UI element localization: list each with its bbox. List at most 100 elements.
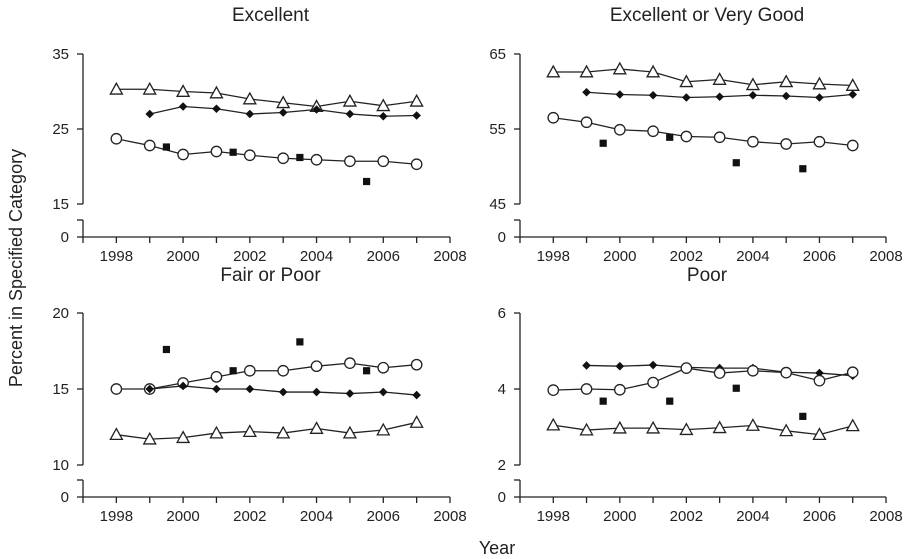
diamond-marker (781, 91, 791, 101)
circle-marker (846, 139, 859, 152)
diamond-marker (212, 104, 221, 114)
circle-marker (747, 135, 759, 148)
square-marker (229, 367, 237, 375)
data-series (109, 415, 424, 445)
triangle-marker (779, 423, 794, 437)
triangle-marker (376, 422, 391, 436)
series-line (553, 367, 853, 391)
triangle-marker (409, 415, 424, 428)
triangle-marker (276, 95, 291, 109)
diamond-marker (212, 384, 221, 394)
x-tick-label: 2006 (367, 508, 400, 525)
data-series (546, 61, 860, 91)
circle-marker (177, 148, 189, 161)
x-tick-label: 1998 (537, 508, 570, 525)
chart-panel: Excellent or Very Good 45 55 65 0 1998 2000 200… (489, 5, 902, 265)
data-series (110, 357, 423, 395)
chart-panel: Excellent 15 25 35 0 1998 2000 2002 2004 2006 2008 (52, 5, 466, 265)
diamond-marker (815, 93, 824, 102)
x-tick-label: 2000 (603, 508, 636, 525)
y-tick-label: 0 (61, 229, 69, 246)
panel-title: Excellent (232, 5, 310, 26)
triangle-marker (712, 420, 727, 434)
diamond-marker (312, 387, 321, 397)
triangle-marker (409, 93, 424, 107)
triangle-marker (645, 64, 661, 78)
triangle-marker (242, 424, 257, 438)
square-marker (799, 412, 807, 420)
circle-marker (780, 366, 793, 379)
circle-marker (344, 357, 356, 370)
circle-marker (680, 362, 693, 374)
circle-marker (277, 364, 290, 377)
y-tick-label: 35 (52, 46, 69, 63)
triangle-marker (712, 72, 727, 85)
circle-marker (747, 364, 759, 377)
circle-marker (613, 123, 626, 136)
diamond-marker (178, 102, 188, 111)
triangle-marker (679, 74, 694, 88)
diamond-marker (412, 390, 421, 400)
diamond-marker (582, 361, 591, 370)
triangle-marker (209, 85, 224, 99)
x-axis-label: Year (479, 538, 515, 558)
diamond-marker (715, 92, 724, 102)
square-marker (162, 345, 171, 354)
circle-marker (713, 367, 726, 379)
triangle-marker (612, 61, 627, 75)
circle-marker (647, 125, 659, 138)
triangle-marker (109, 81, 124, 95)
diamond-marker (312, 105, 321, 114)
circle-marker (143, 139, 156, 152)
x-tick-label: 2004 (736, 508, 769, 525)
series-line (553, 68, 853, 87)
data-series (110, 132, 423, 171)
circle-marker (310, 360, 323, 373)
x-tick-label: 1998 (537, 248, 570, 265)
x-tick-label: 2002 (670, 508, 703, 525)
data-series (546, 417, 860, 441)
data-series (547, 111, 859, 152)
square-marker (732, 159, 740, 167)
panel-title: Poor (687, 265, 728, 286)
y-tick-label: 0 (498, 489, 506, 506)
diamond-marker (278, 387, 288, 397)
circle-marker (547, 384, 560, 396)
circle-marker (580, 116, 593, 129)
triangle-marker (376, 98, 391, 112)
diamond-marker (648, 360, 658, 370)
data-series (145, 381, 421, 400)
diamond-marker (848, 90, 858, 99)
circle-marker (210, 145, 223, 158)
triangle-marker (812, 427, 827, 441)
triangle-marker (845, 418, 860, 432)
circle-marker (377, 155, 390, 168)
square-marker (799, 165, 807, 173)
diamond-marker (412, 111, 421, 120)
x-tick-label: 2006 (367, 248, 400, 265)
x-tick-label: 2002 (670, 248, 703, 265)
x-tick-label: 2004 (300, 508, 333, 525)
x-tick-label: 2006 (803, 508, 836, 525)
diamond-marker (145, 384, 155, 394)
triangle-marker (242, 91, 257, 105)
diamond-marker (245, 384, 255, 394)
x-tick-label: 2008 (433, 508, 466, 525)
data-series (599, 384, 807, 420)
diamond-marker (345, 109, 355, 119)
series-line (116, 88, 417, 108)
square-marker (732, 384, 740, 392)
y-tick-label: 0 (61, 489, 69, 506)
data-series (599, 133, 807, 173)
y-tick-label: 4 (498, 381, 506, 398)
triangle-marker (612, 420, 627, 434)
triangle-marker (342, 425, 358, 439)
triangle-marker (109, 427, 124, 441)
circle-marker (813, 135, 826, 148)
circle-marker (310, 153, 323, 166)
circle-marker (410, 358, 423, 371)
x-tick-label: 2008 (433, 248, 466, 265)
circle-marker (277, 152, 290, 165)
circle-marker (647, 376, 659, 389)
series-line (116, 421, 417, 440)
